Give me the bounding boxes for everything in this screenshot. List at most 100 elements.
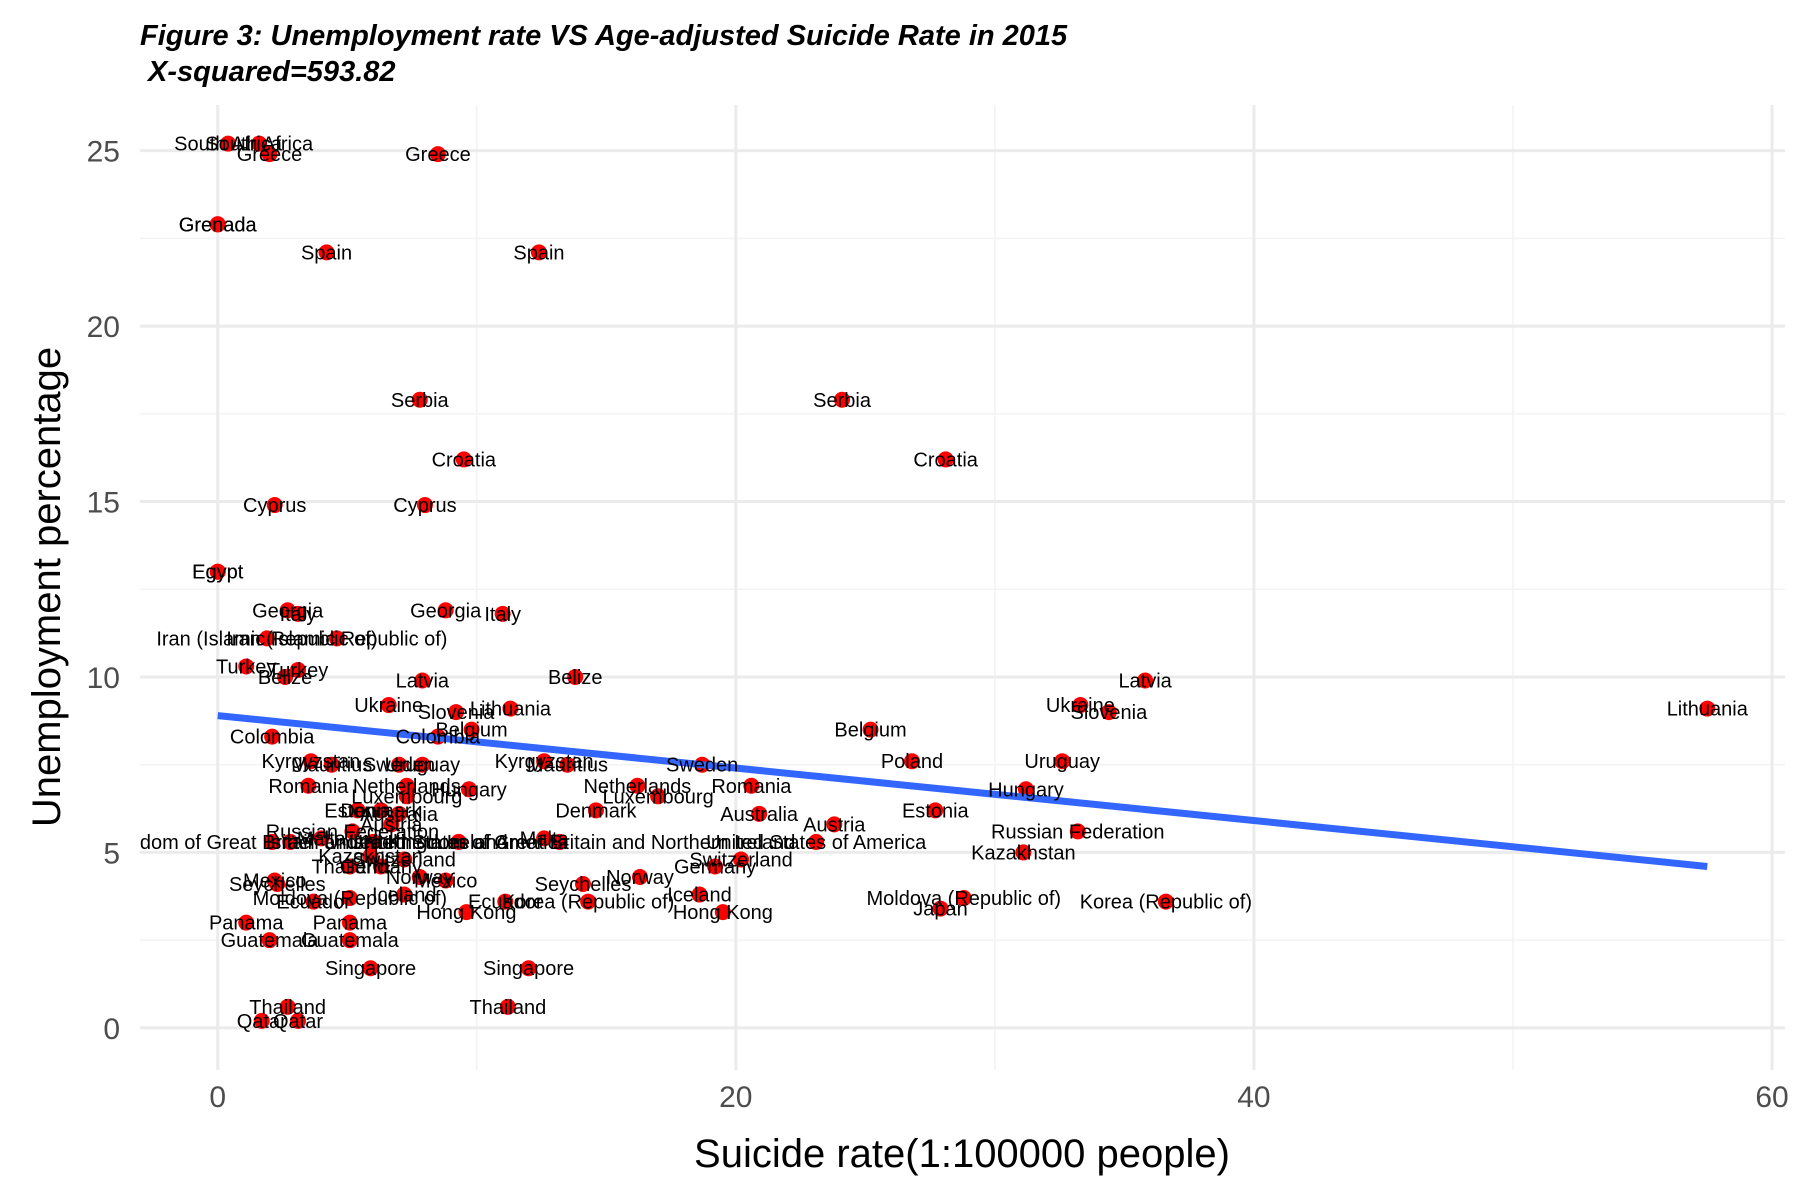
data-point bbox=[461, 781, 477, 798]
point-label: Croatia bbox=[913, 449, 978, 471]
data-point bbox=[631, 869, 648, 885]
point-label: Estonia bbox=[324, 800, 392, 822]
data-point bbox=[733, 851, 750, 868]
data-point bbox=[551, 833, 568, 850]
data-point bbox=[650, 788, 667, 805]
point-label: Austria bbox=[803, 814, 866, 836]
point-label: South Africa bbox=[205, 134, 314, 156]
point-label: Colombia bbox=[396, 727, 481, 749]
data-point bbox=[344, 823, 361, 840]
point-label: Cyprus bbox=[243, 495, 306, 517]
point-label: Georgia bbox=[252, 600, 324, 622]
point-label: Mauritius bbox=[291, 755, 372, 777]
point-label: Estonia bbox=[902, 800, 970, 822]
data-point bbox=[290, 1012, 307, 1029]
point-label: Uruguay bbox=[1024, 751, 1100, 773]
point-label: Switzerland bbox=[689, 849, 792, 871]
data-point bbox=[691, 886, 708, 903]
data-point bbox=[349, 802, 366, 819]
point-label: Moldova (Republic of) bbox=[867, 888, 1062, 910]
point-label: Lithuania bbox=[1667, 699, 1749, 721]
point-label: Singapore bbox=[325, 958, 416, 980]
data-point bbox=[826, 816, 843, 833]
point-label: Switzerland bbox=[353, 849, 456, 871]
data-point bbox=[372, 858, 389, 875]
point-label: Panama bbox=[209, 913, 284, 935]
data-point bbox=[862, 721, 879, 738]
point-label: Grenada bbox=[179, 214, 258, 236]
data-point bbox=[1054, 753, 1071, 770]
data-point bbox=[302, 753, 319, 770]
data-point bbox=[238, 914, 255, 931]
point-label: Latvia bbox=[396, 670, 450, 692]
data-point bbox=[448, 704, 465, 721]
point-label: Germany bbox=[340, 856, 422, 878]
point-label: Luxembourg bbox=[603, 786, 714, 808]
point-label: United States of America bbox=[706, 832, 927, 854]
point-label: Thailand bbox=[249, 997, 326, 1019]
data-point bbox=[455, 451, 472, 468]
point-label: Australia bbox=[360, 804, 439, 826]
point-label: Spain bbox=[301, 242, 352, 264]
point-label: Guatemala bbox=[221, 930, 320, 952]
data-point bbox=[318, 244, 335, 261]
point-label: Hong Kong bbox=[673, 902, 773, 924]
data-point bbox=[437, 872, 454, 889]
point-label: Kazakhstan bbox=[318, 846, 423, 868]
data-point bbox=[494, 605, 511, 622]
data-point bbox=[341, 914, 358, 931]
data-point bbox=[300, 777, 317, 794]
data-point bbox=[209, 216, 226, 233]
data-point bbox=[323, 756, 340, 773]
y-tick-label: 10 bbox=[87, 662, 120, 695]
data-point bbox=[834, 391, 851, 408]
data-point bbox=[328, 630, 345, 647]
point-label: Qatar bbox=[237, 1011, 287, 1033]
point-label: Mauritius bbox=[527, 755, 608, 777]
point-label: Italy bbox=[484, 604, 521, 626]
x-tick-label: 60 bbox=[1755, 1081, 1788, 1114]
point-label: Israel bbox=[266, 832, 315, 854]
data-point bbox=[1015, 844, 1032, 861]
data-point bbox=[209, 563, 226, 580]
point-label: Ecuador bbox=[468, 892, 543, 914]
point-label: Lithuania bbox=[470, 699, 552, 721]
data-point bbox=[1069, 823, 1086, 840]
data-point bbox=[261, 932, 278, 949]
data-point bbox=[520, 960, 537, 977]
data-point bbox=[282, 833, 299, 850]
data-point bbox=[365, 833, 382, 850]
point-label: Guatemala bbox=[301, 930, 400, 952]
data-point bbox=[429, 146, 446, 163]
data-point bbox=[629, 777, 646, 794]
x-axis-ticks: 0 20 40 60 bbox=[209, 1081, 1788, 1114]
point-label: Egypt bbox=[192, 562, 244, 584]
data-point bbox=[463, 721, 480, 738]
data-point bbox=[536, 753, 553, 770]
data-point bbox=[290, 661, 307, 678]
point-label: Denmark bbox=[555, 800, 637, 822]
chart-title-block: Figure 3: Unemployment rate VS Age-adjus… bbox=[140, 18, 1067, 90]
data-point bbox=[502, 700, 519, 717]
data-point bbox=[398, 788, 415, 805]
data-point bbox=[808, 833, 825, 850]
point-label: Iceland bbox=[667, 885, 732, 907]
point-label: Luxembourg bbox=[351, 786, 462, 808]
data-point bbox=[450, 833, 467, 850]
point-label: Netherlands bbox=[353, 776, 461, 798]
data-point bbox=[391, 756, 408, 773]
data-point bbox=[264, 728, 281, 745]
point-label: Thailand bbox=[311, 856, 388, 878]
point-label: Singapore bbox=[483, 958, 574, 980]
data-point bbox=[567, 668, 584, 685]
data-point bbox=[251, 135, 268, 152]
data-point bbox=[269, 876, 286, 893]
point-label: Italy bbox=[280, 604, 317, 626]
point-label: Ecuador bbox=[276, 892, 351, 914]
trend-layer bbox=[217, 712, 1708, 870]
data-point bbox=[396, 851, 413, 868]
data-point bbox=[266, 497, 283, 514]
point-label: Sweden bbox=[666, 755, 738, 777]
chart-subtitle: X-squared=593.82 bbox=[140, 56, 396, 88]
data-point bbox=[253, 1012, 270, 1029]
